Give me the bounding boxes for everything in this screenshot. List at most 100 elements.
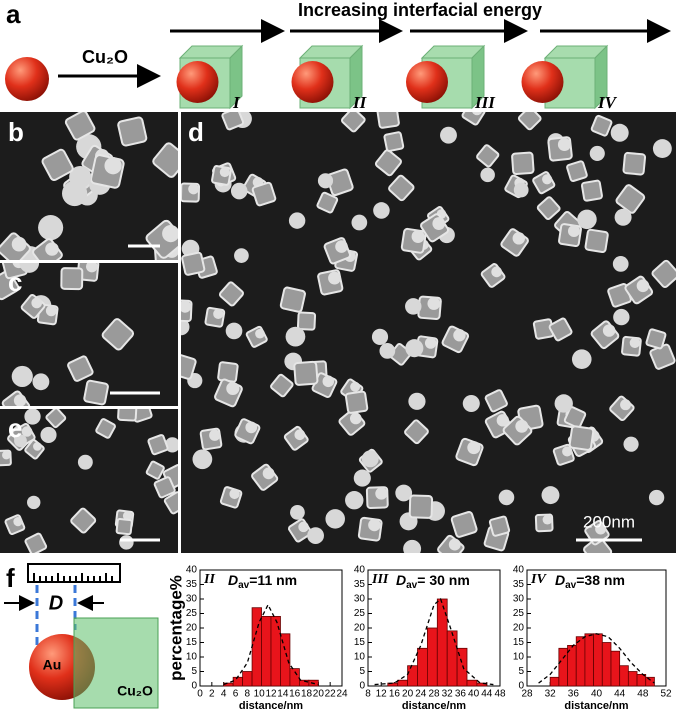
y-tick-label: 0	[191, 681, 197, 692]
y-tick-label: 20	[186, 623, 198, 634]
bar	[601, 642, 612, 687]
y-tick-label: 15	[186, 637, 198, 648]
histogram-chart: 0 5 10 15 20 25 30 35 40 28 32 36 40 44 48 52 IV Dav=38 n…	[513, 565, 672, 712]
x-tick-label: 2	[209, 689, 215, 700]
bar	[417, 647, 428, 687]
mean-value: = 30 nm	[417, 572, 470, 588]
y-tick-label: 10	[354, 652, 366, 663]
sem-image	[0, 409, 178, 553]
mean-label: Dav= 30 nm	[396, 572, 470, 591]
bar	[261, 616, 272, 687]
bar	[407, 665, 418, 687]
au-sphere	[291, 61, 334, 103]
mean-value: =11 nm	[249, 572, 297, 588]
x-tick-label: 4	[221, 689, 227, 700]
bar	[619, 665, 629, 687]
stage-label: I	[232, 93, 241, 112]
stage-illustration: II	[291, 44, 368, 112]
x-tick-label: 8	[245, 689, 251, 700]
x-tick-label: 20	[313, 689, 325, 700]
mean-label: Dav=38 nm	[555, 572, 625, 591]
y-tick-label: 30	[354, 594, 366, 605]
y-tick-label: 40	[513, 565, 525, 576]
x-tick-label: 14	[277, 689, 289, 700]
bar	[280, 633, 291, 687]
y-tick-label: 20	[513, 623, 525, 634]
bar	[584, 633, 595, 687]
ruler	[27, 563, 121, 583]
y-tick-label: 15	[354, 637, 366, 648]
sem-image	[0, 263, 178, 406]
fit-curve	[538, 633, 655, 684]
y-tick-label: 35	[354, 579, 366, 590]
au-sphere	[5, 57, 49, 101]
x-tick-label: 8	[365, 689, 371, 700]
y-tick-label: 30	[513, 594, 525, 605]
x-tick-label: 44	[614, 689, 626, 700]
y-tick-label: 40	[354, 565, 366, 576]
x-tick-label: 6	[233, 689, 239, 700]
bar	[426, 627, 438, 687]
y-tick-label: 20	[354, 623, 366, 634]
y-tick-label: 10	[513, 652, 525, 663]
y-tick-label: 25	[354, 608, 366, 619]
au-sphere	[406, 61, 448, 103]
panel-label: d	[188, 117, 204, 147]
sem-image	[0, 112, 178, 260]
mean-label: Dav=11 nm	[228, 572, 297, 591]
x-tick-label: 16	[289, 689, 301, 700]
y-tick-label: 40	[186, 565, 198, 576]
y-axis-label: percentage%	[166, 575, 185, 681]
x-tick-label: 32	[545, 689, 557, 700]
y-tick-label: 0	[518, 681, 524, 692]
x-tick-label: 40	[591, 689, 603, 700]
d-label: D	[49, 592, 63, 614]
stage-label: IV	[597, 93, 618, 112]
fit-curve	[374, 597, 494, 686]
bar	[645, 676, 655, 687]
bar	[289, 668, 300, 687]
y-tick-label: 10	[186, 652, 198, 663]
x-tick-label: 22	[325, 689, 337, 700]
stage-illustration: III	[406, 44, 496, 112]
bar	[549, 676, 560, 687]
panel-label: a	[6, 0, 21, 29]
top-title: Increasing interfacial energy	[298, 0, 542, 20]
mean-value: =38 nm	[576, 572, 625, 588]
x-tick-label: 36	[455, 689, 467, 700]
shell-label: Cu₂O	[117, 683, 153, 699]
panel-label: c	[8, 267, 22, 297]
x-tick-label: 20	[402, 689, 414, 700]
panel-label: f	[6, 563, 15, 593]
bar	[242, 671, 253, 687]
bar	[575, 636, 586, 687]
y-tick-label: 35	[186, 579, 198, 590]
y-tick-label: 5	[518, 666, 524, 677]
mean-symbol: D	[396, 572, 406, 588]
x-axis-label: distance/nm	[402, 700, 466, 712]
x-tick-label: 0	[197, 689, 203, 700]
x-tick-label: 52	[660, 689, 672, 700]
x-tick-label: 16	[389, 689, 401, 700]
mean-subscript: av	[565, 580, 577, 591]
mean-subscript: av	[238, 580, 250, 591]
x-tick-label: 28	[521, 689, 533, 700]
cu2o-cube	[73, 617, 159, 709]
bar	[456, 647, 468, 687]
y-tick-label: 5	[359, 666, 365, 677]
mean-symbol: D	[555, 572, 565, 588]
x-tick-label: 32	[442, 689, 454, 700]
x-tick-label: 48	[494, 689, 506, 700]
x-axis-label: distance/nm	[239, 700, 303, 712]
panel-label: b	[8, 117, 24, 147]
stage-label: II	[203, 572, 215, 587]
bar	[397, 679, 409, 687]
x-tick-label: 24	[336, 689, 348, 700]
stage-label: II	[352, 93, 368, 112]
fit-curve	[223, 603, 319, 686]
mean-symbol: D	[228, 572, 238, 588]
reagent-label: Cu₂O	[82, 47, 128, 67]
